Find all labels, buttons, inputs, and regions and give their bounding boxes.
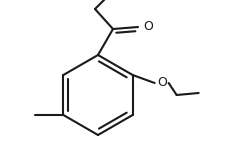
Text: O: O — [142, 20, 152, 33]
Text: O: O — [157, 77, 167, 89]
